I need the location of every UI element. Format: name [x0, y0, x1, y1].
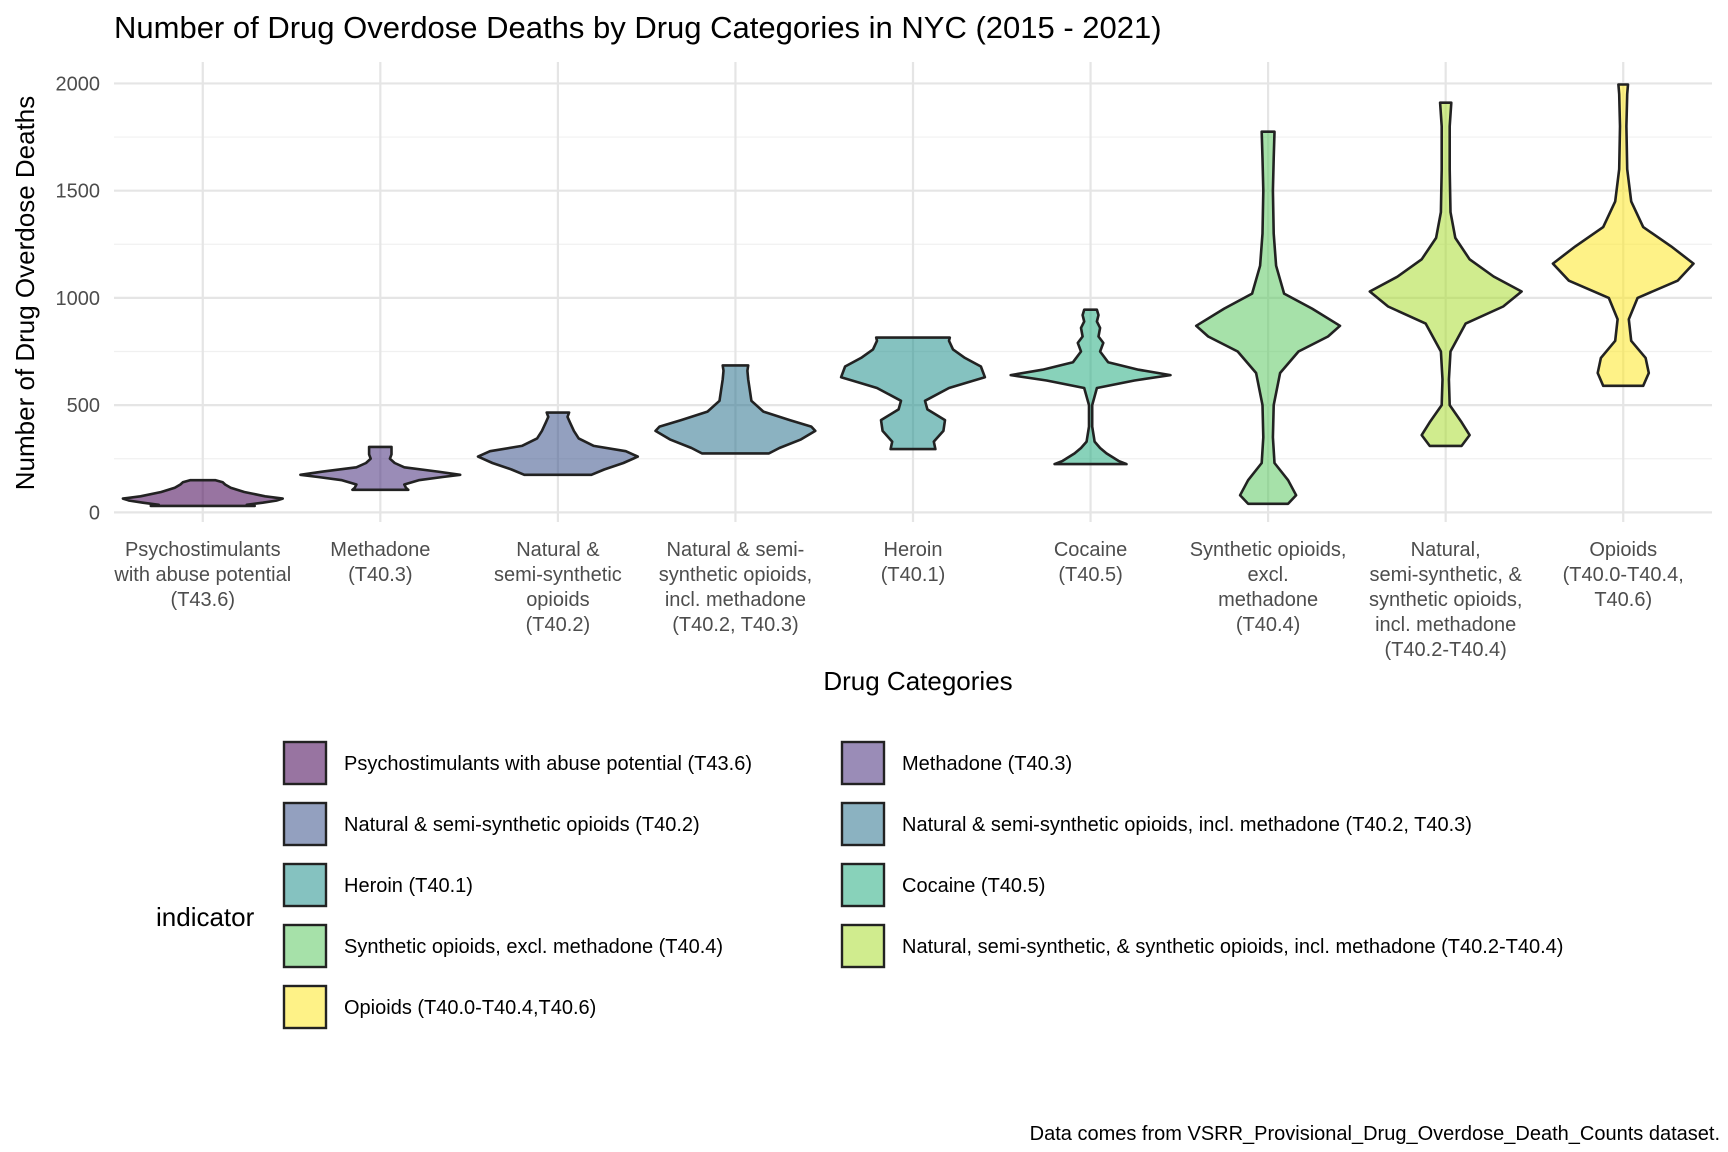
- violin-9: [1551, 83, 1695, 388]
- legend-key: [840, 740, 886, 786]
- x-tick-label: Natural & semi-synthetic opioids, incl. m…: [659, 539, 812, 636]
- x-tick-label: Cocaine (T40.5): [1054, 539, 1127, 586]
- y-tick-label: 0: [89, 502, 100, 524]
- y-axis-ticks: 0 500 1000 1500 2000: [56, 73, 101, 524]
- x-tick-label: Opioids (T40.0-T40.4, T40.6): [1563, 539, 1684, 611]
- legend-label: Natural & semi-synthetic opioids (T40.2): [344, 814, 700, 836]
- x-tick-label: Methadone (T40.3): [330, 539, 430, 586]
- legend-key: [840, 801, 886, 847]
- y-tick-label: 1500: [56, 181, 101, 203]
- x-tick-label: Heroin (T40.1): [881, 539, 945, 586]
- legend-label: Heroin (T40.1): [344, 875, 473, 897]
- legend-label: Opioids (T40.0-T40.4,T40.6): [344, 997, 596, 1019]
- y-axis-title: Number of Drug Overdose Deaths: [10, 96, 40, 491]
- legend-key: [282, 862, 328, 908]
- y-tick-label: 1000: [56, 288, 101, 310]
- legend-key: [282, 984, 328, 1030]
- violin-2: [299, 445, 462, 492]
- legend-key: [282, 801, 328, 847]
- y-tick-label: 500: [67, 395, 100, 417]
- x-axis-title: Drug Categories: [823, 666, 1012, 696]
- x-tick-label: Synthetic opioids, excl. methadone (T40.4): [1190, 539, 1347, 636]
- legend: Psychostimulants with abuse potential (T…: [282, 740, 1563, 1030]
- legend-title: indicator: [156, 902, 255, 932]
- violin-3: [476, 411, 640, 477]
- violin-7: [1194, 130, 1342, 506]
- violin-5: [839, 336, 987, 451]
- caption: Data comes from VSRR_Provisional_Drug_Ov…: [1030, 1123, 1720, 1145]
- legend-key: [282, 740, 328, 786]
- legend-key: [282, 923, 328, 969]
- violin-4: [654, 364, 817, 455]
- legend-label: Synthetic opioids, excl. methadone (T40.…: [344, 936, 723, 958]
- legend-label: Psychostimulants with abuse potential (T…: [344, 753, 752, 775]
- x-axis-ticks: Psychostimulants with abuse potential (T43…: [113, 539, 1683, 661]
- chart-title: Number of Drug Overdose Deaths by Drug C…: [114, 10, 1162, 45]
- legend-key: [840, 862, 886, 908]
- x-tick-label: Psychostimulants with abuse potential (T43…: [113, 539, 291, 611]
- x-tick-label: Natural & semi-synthetic opioids (T40.2): [494, 539, 622, 636]
- legend-label: Cocaine (T40.5): [902, 875, 1045, 897]
- legend-label: Methadone (T40.3): [902, 753, 1072, 775]
- violin-8: [1368, 101, 1523, 448]
- violins: [121, 83, 1695, 508]
- x-tick-label: Natural, semi-synthetic, & synthetic opioi…: [1369, 539, 1523, 661]
- y-tick-label: 2000: [56, 73, 101, 95]
- violin-6: [1009, 308, 1172, 466]
- legend-label: Natural & semi-synthetic opioids, incl. …: [902, 814, 1472, 836]
- legend-label: Natural, semi-synthetic, & synthetic opi…: [902, 936, 1563, 958]
- violin-1: [121, 478, 284, 508]
- legend-key: [840, 923, 886, 969]
